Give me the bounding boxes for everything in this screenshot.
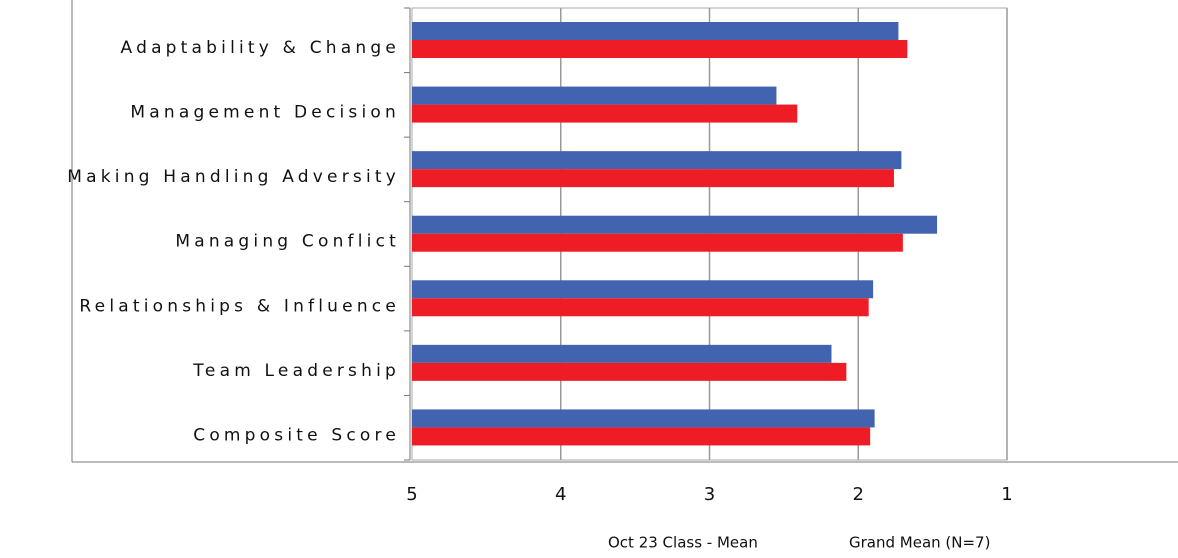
bar xyxy=(412,169,894,188)
x-tick-label: 4 xyxy=(555,484,566,505)
bar xyxy=(412,104,798,123)
bar xyxy=(412,362,847,381)
bar xyxy=(412,40,908,58)
bar xyxy=(412,215,938,234)
x-tick-label: 1 xyxy=(1001,484,1012,505)
bar xyxy=(412,280,874,299)
legend-label: Oct 23 Class - Mean xyxy=(608,534,758,552)
legend-label: Grand Mean (N=7) xyxy=(849,534,990,552)
bar xyxy=(412,22,899,40)
bar xyxy=(412,344,832,363)
x-tick-label: 3 xyxy=(704,484,715,505)
bar xyxy=(412,409,875,428)
bar xyxy=(412,427,871,446)
y-tick-label: Managing Conflict xyxy=(175,232,400,252)
y-tick-label: Adaptability & Change xyxy=(121,38,400,58)
y-tick-label: Composite Score xyxy=(193,425,400,445)
y-tick-label: Making Handling Adversity xyxy=(67,167,400,187)
x-tick-label: 2 xyxy=(853,484,864,505)
bar xyxy=(412,151,902,170)
y-tick-label: Relationships & Influence xyxy=(79,296,400,316)
y-tick-label: Management Decision xyxy=(130,103,400,123)
y-tick-label: Team Leadership xyxy=(192,361,400,381)
bar xyxy=(412,86,777,105)
x-tick-label: 5 xyxy=(406,484,417,505)
bar xyxy=(412,233,903,252)
bar xyxy=(412,298,869,317)
